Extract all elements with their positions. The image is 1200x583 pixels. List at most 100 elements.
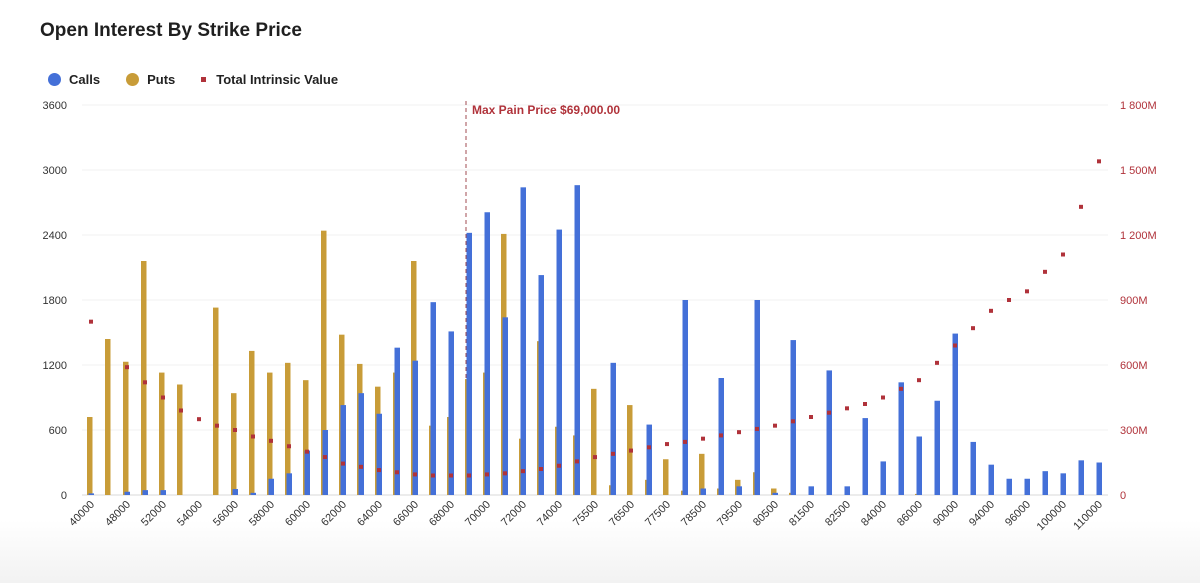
calls-bar [304, 450, 310, 495]
tiv-point [125, 365, 129, 370]
calls-bar [502, 317, 508, 495]
calls-bar [862, 418, 868, 495]
calls-bar [286, 473, 292, 495]
x-tick-label: 56000 [211, 499, 241, 529]
calls-bar [1096, 462, 1102, 495]
chart-title: Open Interest By Strike Price [40, 20, 302, 41]
tiv-point [89, 319, 93, 324]
x-tick-label: 94000 [967, 499, 997, 529]
tiv-point [1007, 298, 1011, 302]
calls-bar [790, 340, 796, 495]
legend-item-puts[interactable]: Puts [126, 72, 175, 87]
tiv-point [539, 467, 543, 471]
tiv-point [989, 308, 993, 313]
x-tick-label: 74000 [535, 499, 565, 529]
calls-bar [538, 275, 544, 495]
calls-bar [970, 441, 976, 495]
tiv-point [413, 472, 417, 477]
puts-swatch-icon [126, 73, 140, 86]
x-tick-label: 48000 [103, 499, 133, 529]
calls-bar [322, 430, 328, 495]
tiv-point [791, 419, 795, 424]
tiv-point [683, 439, 687, 444]
y-right-tick-label: 1 800M [1120, 100, 1157, 112]
tiv-point [827, 410, 831, 415]
tiv-point [467, 473, 471, 478]
calls-bar [376, 413, 382, 495]
tiv-point [1043, 269, 1047, 274]
x-tick-label: 58000 [247, 499, 277, 529]
tiv-point [233, 428, 237, 432]
x-tick-label: 78500 [679, 499, 709, 529]
x-tick-label: 54000 [175, 499, 205, 529]
calls-bar [394, 347, 400, 495]
tiv-point [809, 415, 813, 419]
calls-bar [844, 486, 850, 495]
y-left-tick-label: 0 [61, 490, 67, 502]
tiv-point [197, 417, 201, 422]
puts-bar [231, 393, 237, 495]
tiv-point [665, 442, 669, 447]
tiv-point [1079, 204, 1083, 209]
calls-bar [880, 461, 886, 495]
tiv-point [1025, 289, 1029, 294]
calls-bar [268, 478, 274, 495]
calls-bar [700, 488, 706, 495]
x-tick-label: 82500 [823, 499, 853, 529]
tiv-point [503, 471, 507, 476]
tiv-point [899, 386, 903, 391]
tiv-point [629, 448, 633, 453]
puts-bar [663, 459, 669, 495]
calls-bar [466, 232, 472, 496]
puts-bar [699, 453, 705, 495]
x-tick-label: 81500 [787, 499, 817, 529]
puts-bar [141, 261, 147, 495]
legend-item-calls[interactable]: Calls [48, 72, 100, 87]
calls-bar [1060, 473, 1066, 495]
calls-bar [808, 486, 814, 495]
chart-legend: Calls Puts Total Intrinsic Value [48, 72, 364, 87]
puts-bar [105, 339, 111, 495]
max-pain-label: Max Pain Price $69,000.00 [472, 103, 620, 117]
calls-bar [1042, 471, 1048, 495]
calls-bar [682, 300, 688, 495]
calls-bar [1024, 478, 1030, 495]
y-right-tick-label: 300M [1120, 425, 1148, 437]
tiv-point [359, 464, 363, 469]
calls-bar [916, 436, 922, 495]
legend-label-calls: Calls [69, 72, 101, 87]
tiv-point [269, 438, 273, 443]
y-left-tick-label: 3600 [43, 100, 67, 112]
tiv-point [449, 473, 453, 478]
puts-bar [591, 388, 597, 495]
tiv-point [395, 470, 399, 475]
calls-bar [160, 490, 166, 495]
calls-bar [520, 187, 526, 496]
x-tick-label: 96000 [1003, 499, 1033, 529]
x-tick-label: 84000 [859, 499, 889, 529]
calls-bar [952, 333, 958, 495]
y-left-tick-label: 1800 [43, 295, 67, 307]
calls-bar [412, 360, 418, 495]
x-tick-label: 52000 [139, 499, 169, 529]
tiv-point [1061, 252, 1065, 257]
y-right-tick-label: 1 500M [1120, 165, 1157, 177]
tiv-point [305, 449, 309, 454]
tiv-point [863, 402, 867, 406]
tiv-point [611, 451, 615, 456]
tiv-swatch-icon [201, 77, 207, 82]
y-left-tick-label: 3000 [43, 165, 67, 177]
y-right-tick-label: 1 200M [1120, 230, 1157, 242]
legend-item-total-intrinsic-value[interactable]: Total Intrinsic Value [201, 72, 338, 87]
calls-swatch-icon [48, 73, 61, 86]
x-tick-label: 68000 [427, 499, 457, 529]
puts-bar [321, 230, 327, 495]
tiv-point [179, 408, 183, 413]
calls-bar [934, 400, 940, 495]
tiv-point [935, 360, 939, 365]
tiv-point [593, 455, 597, 460]
x-tick-label: 80500 [751, 499, 781, 529]
legend-label-puts: Puts [147, 72, 176, 87]
tiv-point [251, 434, 255, 439]
